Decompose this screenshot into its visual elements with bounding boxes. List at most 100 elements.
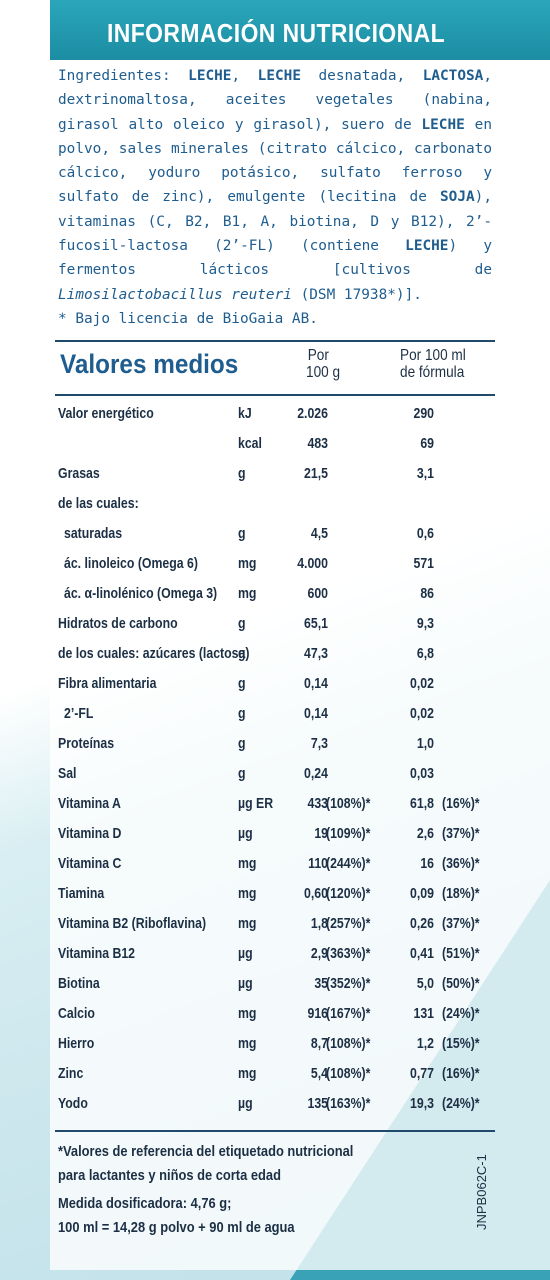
percent-per-100ml: (16%)* — [442, 1065, 480, 1082]
row-unit: mg — [238, 915, 257, 932]
row-name: Proteínas — [58, 735, 115, 752]
table-row: Valor energético kJ 2.026 290 — [58, 400, 498, 430]
percent-per-100ml: (37%)* — [442, 825, 480, 842]
table-row: Hidratos de carbono g 65,1 9,3 — [58, 610, 498, 640]
row-unit: mg — [238, 855, 257, 872]
ingredients-text: Ingredientes: LECHE, LECHE desnatada, LA… — [58, 64, 492, 331]
divider-header — [55, 394, 495, 396]
row-name: Zinc — [58, 1065, 84, 1082]
value-per-100ml: 16 — [420, 855, 434, 872]
percent-per-100ml: (51%)* — [442, 945, 480, 962]
nutrition-table: Valor energético kJ 2.026 290 kcal 483 69 Grasa… — [58, 400, 498, 1120]
value-per-100ml: 131 — [413, 1005, 434, 1022]
column-header-line: de fórmula — [400, 364, 465, 381]
row-name: Vitamina B2 (Riboflavina) — [58, 915, 207, 932]
percent-per-100ml: (18%)* — [442, 885, 480, 902]
row-name: Hierro — [58, 1035, 95, 1052]
ingredient-text: en polvo, sales minerales (citrato cálci… — [58, 116, 492, 206]
footnote-line: *Valores de referencia del etiquetado nu… — [58, 1143, 354, 1160]
table-row: Vitamina D µg 19 (109%)* 2,6 (37%)* — [58, 820, 498, 850]
row-name: Yodo — [58, 1095, 88, 1112]
row-unit: µg — [238, 825, 253, 842]
species-name: Limosilactobacillus reuteri — [58, 286, 292, 303]
value-per-100ml: 6,8 — [416, 645, 434, 662]
percent-per-100g: (167%)* — [326, 1005, 371, 1022]
row-name: Vitamina A — [58, 795, 121, 812]
percent-per-100g: (257%)* — [326, 915, 371, 932]
row-name: Vitamina D — [58, 825, 122, 842]
ingredients-body: Ingredientes: LECHE, LECHE desnatada, LA… — [58, 68, 492, 303]
allergen-text: LECHE — [405, 238, 449, 255]
page-title: INFORMACIÓN NUTRICIONAL — [106, 18, 446, 48]
value-per-100g: 433 — [307, 795, 328, 812]
value-per-100g: 0,14 — [304, 705, 328, 722]
row-unit: mg — [238, 885, 257, 902]
value-per-100ml: 290 — [413, 405, 434, 422]
row-unit: mg — [238, 1035, 257, 1052]
row-name: Grasas — [58, 465, 100, 482]
row-name: saturadas — [64, 525, 123, 542]
ingredient-text: Ingredientes: — [58, 68, 189, 84]
percent-per-100g: (109%)* — [326, 825, 371, 842]
percent-per-100g: (108%)* — [326, 795, 371, 812]
table-row: ác. α-linolénico (Omega 3) mg 600 86 — [58, 580, 498, 610]
footnote-line: 100 ml = 14,28 g polvo + 90 ml de agua — [58, 1219, 295, 1236]
row-name: Fibra alimentaria — [58, 675, 157, 692]
column-header-per-100g: Por 100 g — [306, 347, 340, 381]
ingredient-text: (DSM 17938*)]. — [291, 286, 422, 303]
table-header: Valores medios Por 100 g Por 100 ml de f… — [60, 345, 500, 393]
percent-per-100ml: (37%)* — [442, 915, 480, 932]
value-per-100g: 4.000 — [297, 555, 328, 572]
row-name: ác. α-linolénico (Omega 3) — [64, 585, 218, 602]
value-per-100ml: 0,03 — [410, 765, 434, 782]
percent-per-100g: (108%)* — [326, 1065, 371, 1082]
label-panel — [50, 0, 550, 1270]
table-row: Zinc mg 5,4 (108%)* 0,77 (16%)* — [58, 1060, 498, 1090]
value-per-100ml: 571 — [413, 555, 434, 572]
value-per-100ml: 61,8 — [410, 795, 434, 812]
percent-per-100g: (244%)* — [326, 855, 371, 872]
row-name: Hidratos de carbono — [58, 615, 178, 632]
value-per-100g: 916 — [307, 1005, 328, 1022]
footnote-line: para lactantes y niños de corta edad — [58, 1167, 281, 1184]
value-per-100ml: 5,0 — [416, 975, 434, 992]
value-per-100ml: 3,1 — [416, 465, 434, 482]
value-per-100g: 4,5 — [310, 525, 328, 542]
percent-per-100g: (163%)* — [326, 1095, 371, 1112]
row-unit: mg — [238, 555, 257, 572]
row-name: de los cuales: azúcares (lactosa) — [58, 645, 250, 662]
table-row: Vitamina C mg 110 (244%)* 16 (36%)* — [58, 850, 498, 880]
value-per-100ml: 0,41 — [410, 945, 434, 962]
percent-per-100ml: (16%)* — [442, 795, 480, 812]
row-unit: µg — [238, 945, 253, 962]
table-row: Sal g 0,24 0,03 — [58, 760, 498, 790]
allergen-text: LECHE — [421, 116, 465, 133]
row-name: Biotina — [58, 975, 100, 992]
table-row: Vitamina A µg ER 433 (108%)* 61,8 (16%)* — [58, 790, 498, 820]
value-per-100g: 0,14 — [304, 675, 328, 692]
table-row: Yodo µg 135 (163%)* 19,3 (24%)* — [58, 1090, 498, 1120]
value-per-100ml: 9,3 — [416, 615, 434, 632]
value-per-100g: 35 — [314, 975, 328, 992]
percent-per-100g: (120%)* — [326, 885, 371, 902]
ingredient-text: , — [231, 68, 258, 84]
value-per-100g: 7,3 — [310, 735, 328, 752]
allergen-text: LECHE — [188, 68, 232, 84]
table-title: Valores medios — [60, 349, 239, 379]
value-per-100g: 110 — [308, 855, 328, 872]
value-per-100ml: 2,6 — [416, 825, 434, 842]
value-per-100ml: 86 — [420, 585, 434, 602]
table-row: ác. linoleico (Omega 6) mg 4.000 571 — [58, 550, 498, 580]
row-name: Calcio — [58, 1005, 95, 1022]
allergen-text: SOJA — [440, 189, 475, 206]
value-per-100ml: 0,77 — [410, 1065, 434, 1082]
value-per-100ml: 0,6 — [416, 525, 434, 542]
percent-per-100g: (108%)* — [326, 1035, 371, 1052]
value-per-100g: 600 — [307, 585, 328, 602]
ingredient-text: ), vitaminas (C, B2, B1, A, biotina, D y… — [58, 189, 492, 255]
row-unit: mg — [238, 1065, 257, 1082]
table-row: Vitamina B12 µg 2,9 (363%)* 0,41 (51%)* — [58, 940, 498, 970]
row-unit: µg — [238, 975, 253, 992]
product-code-text: JNPB062C-1 — [474, 1154, 489, 1230]
row-unit: g — [238, 465, 246, 482]
